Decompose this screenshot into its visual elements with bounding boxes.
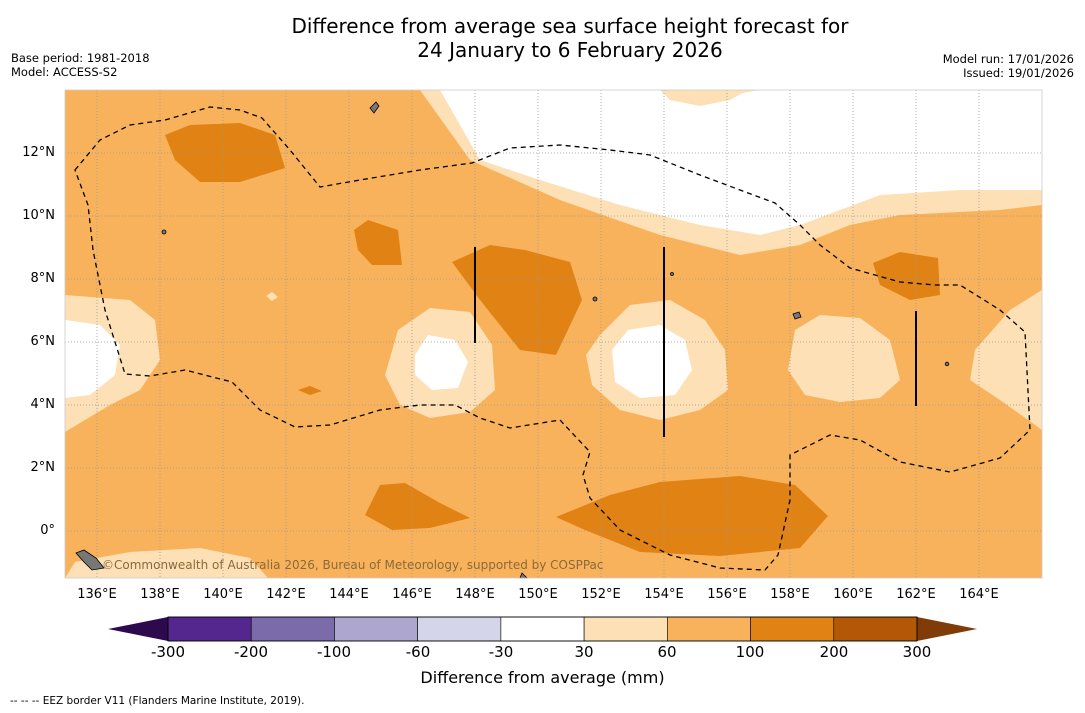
- region-100-200-145e: [354, 220, 402, 265]
- colorbar-tick-7: 100: [735, 643, 765, 661]
- eez-footnote: -- -- -- EEZ border V11 (Flanders Marine…: [10, 695, 305, 707]
- colorbar-extend-high: [917, 617, 977, 641]
- region-30-60-east: [970, 290, 1042, 430]
- colorbar-segment-1: [250, 616, 335, 642]
- region-30-60-southwest: [65, 548, 268, 578]
- colorbar-segment-6: [667, 616, 751, 642]
- run-info: Model run: 17/01/2026 Issued: 19/01/2026: [943, 52, 1074, 80]
- eez-borders: [74, 106, 1031, 571]
- issued-date: Issued: 19/01/2026: [963, 66, 1074, 80]
- lat-label-10n: 10°N: [22, 208, 55, 223]
- region-100-200-161e: [873, 252, 940, 300]
- model-run: Model run: 17/01/2026: [942, 52, 1074, 66]
- island-pohnpei: [792, 311, 802, 320]
- region-below-30-west: [65, 320, 120, 398]
- lon-label-152e: 152°E: [581, 587, 621, 602]
- copyright-notice: ©Commonwealth of Australia 2026, Bureau …: [102, 558, 604, 572]
- lat-label-2n: 2°N: [30, 460, 56, 475]
- colorbar-segments: [167, 616, 918, 642]
- lon-label-148e: 148°E: [455, 587, 495, 602]
- lon-label-138e: 138°E: [140, 587, 180, 602]
- island-dot-1: [161, 229, 167, 235]
- lon-label-150e: 150°E: [518, 587, 558, 602]
- island-dot-4: [670, 272, 674, 276]
- lon-label-144e: 144°E: [329, 587, 369, 602]
- map-title: Difference from average sea surface heig…: [0, 14, 1085, 62]
- island-dot-3: [944, 361, 950, 367]
- lon-gridlines: [96, 90, 980, 578]
- vertical-markers: [474, 247, 917, 437]
- lon-label-154e: 154°E: [644, 587, 684, 602]
- colorbar-segment-5: [583, 616, 668, 642]
- lat-label-4n: 4°N: [30, 397, 56, 412]
- colorbar-segment-8: [833, 616, 918, 642]
- lon-label-142e: 142°E: [266, 587, 306, 602]
- lon-label-156e: 156°E: [707, 587, 747, 602]
- lat-label-0: 0°: [40, 523, 55, 538]
- region-30-60-small: [266, 292, 278, 301]
- region-100-200-146e-south: [365, 483, 470, 530]
- title-line-2: 24 January to 6 February 2026: [417, 38, 723, 62]
- colorbar-tick-2: -100: [316, 643, 352, 661]
- base-period: Base period: 1981-2018: [11, 51, 150, 65]
- lon-label-146e: 146°E: [392, 587, 432, 602]
- map-frame: [64, 89, 1043, 579]
- eez-border-main: [74, 106, 1031, 571]
- colorbar-tick-1: -200: [233, 643, 269, 661]
- colorbar-segment-2: [334, 616, 418, 642]
- colorbar-tick-8: 200: [819, 643, 849, 661]
- lon-label-162e: 162°E: [896, 587, 936, 602]
- map-plot-area: [65, 90, 1042, 578]
- colorbar-tick-6: 60: [657, 643, 677, 661]
- colorbar-segment-0: [167, 616, 252, 642]
- region-30-60-159e: [788, 315, 900, 402]
- region-below-30-147e: [415, 335, 468, 390]
- colorbar-frame: [167, 616, 918, 642]
- colorbar-tick-5: 30: [574, 643, 594, 661]
- region-100-200-149e: [452, 245, 582, 355]
- lon-label-136e: 136°E: [77, 587, 117, 602]
- colorbar-extend-low: [108, 617, 168, 641]
- island-guam: [369, 101, 380, 114]
- title-line-1: Difference from average sea surface heig…: [291, 14, 849, 38]
- region-100-200-small: [298, 386, 322, 395]
- colorbar-title: Difference from average (mm): [420, 668, 665, 687]
- colorbar-tick-9: 300: [902, 643, 932, 661]
- region-100-200-155e-south: [556, 476, 828, 556]
- region-100-200-139e: [165, 123, 285, 182]
- region-below-30-154e: [612, 325, 692, 398]
- colorbar-segment-7: [750, 616, 835, 642]
- model-name: Model: ACCESS-S2: [11, 65, 118, 79]
- region-below-30-north: [440, 90, 1042, 235]
- colorbar-tick-3: -60: [405, 643, 431, 661]
- colorbar-tick-4: -30: [488, 643, 514, 661]
- colorbar-segment-3: [417, 616, 502, 642]
- lat-label-6n: 6°N: [30, 334, 56, 349]
- base-info: Base period: 1981-2018 Model: ACCESS-S2: [11, 51, 150, 79]
- lon-label-140e: 140°E: [203, 587, 243, 602]
- islands: [75, 101, 950, 579]
- island-palau: [75, 549, 105, 571]
- island-dot-2: [592, 296, 598, 302]
- lon-label-158e: 158°E: [770, 587, 810, 602]
- colorbar: [108, 616, 977, 642]
- lat-label-12n: 12°N: [22, 145, 55, 160]
- region-30-60-top: [660, 90, 748, 106]
- lat-label-8n: 8°N: [30, 271, 56, 286]
- colorbar-segment-4: [500, 616, 585, 642]
- lat-gridlines: [65, 152, 1042, 532]
- lon-label-164e: 164°E: [959, 587, 999, 602]
- colorbar-tick-0: -300: [150, 643, 186, 661]
- lon-label-160e: 160°E: [833, 587, 873, 602]
